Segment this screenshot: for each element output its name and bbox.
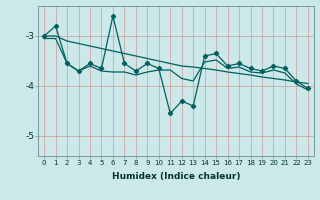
X-axis label: Humidex (Indice chaleur): Humidex (Indice chaleur)	[112, 172, 240, 181]
